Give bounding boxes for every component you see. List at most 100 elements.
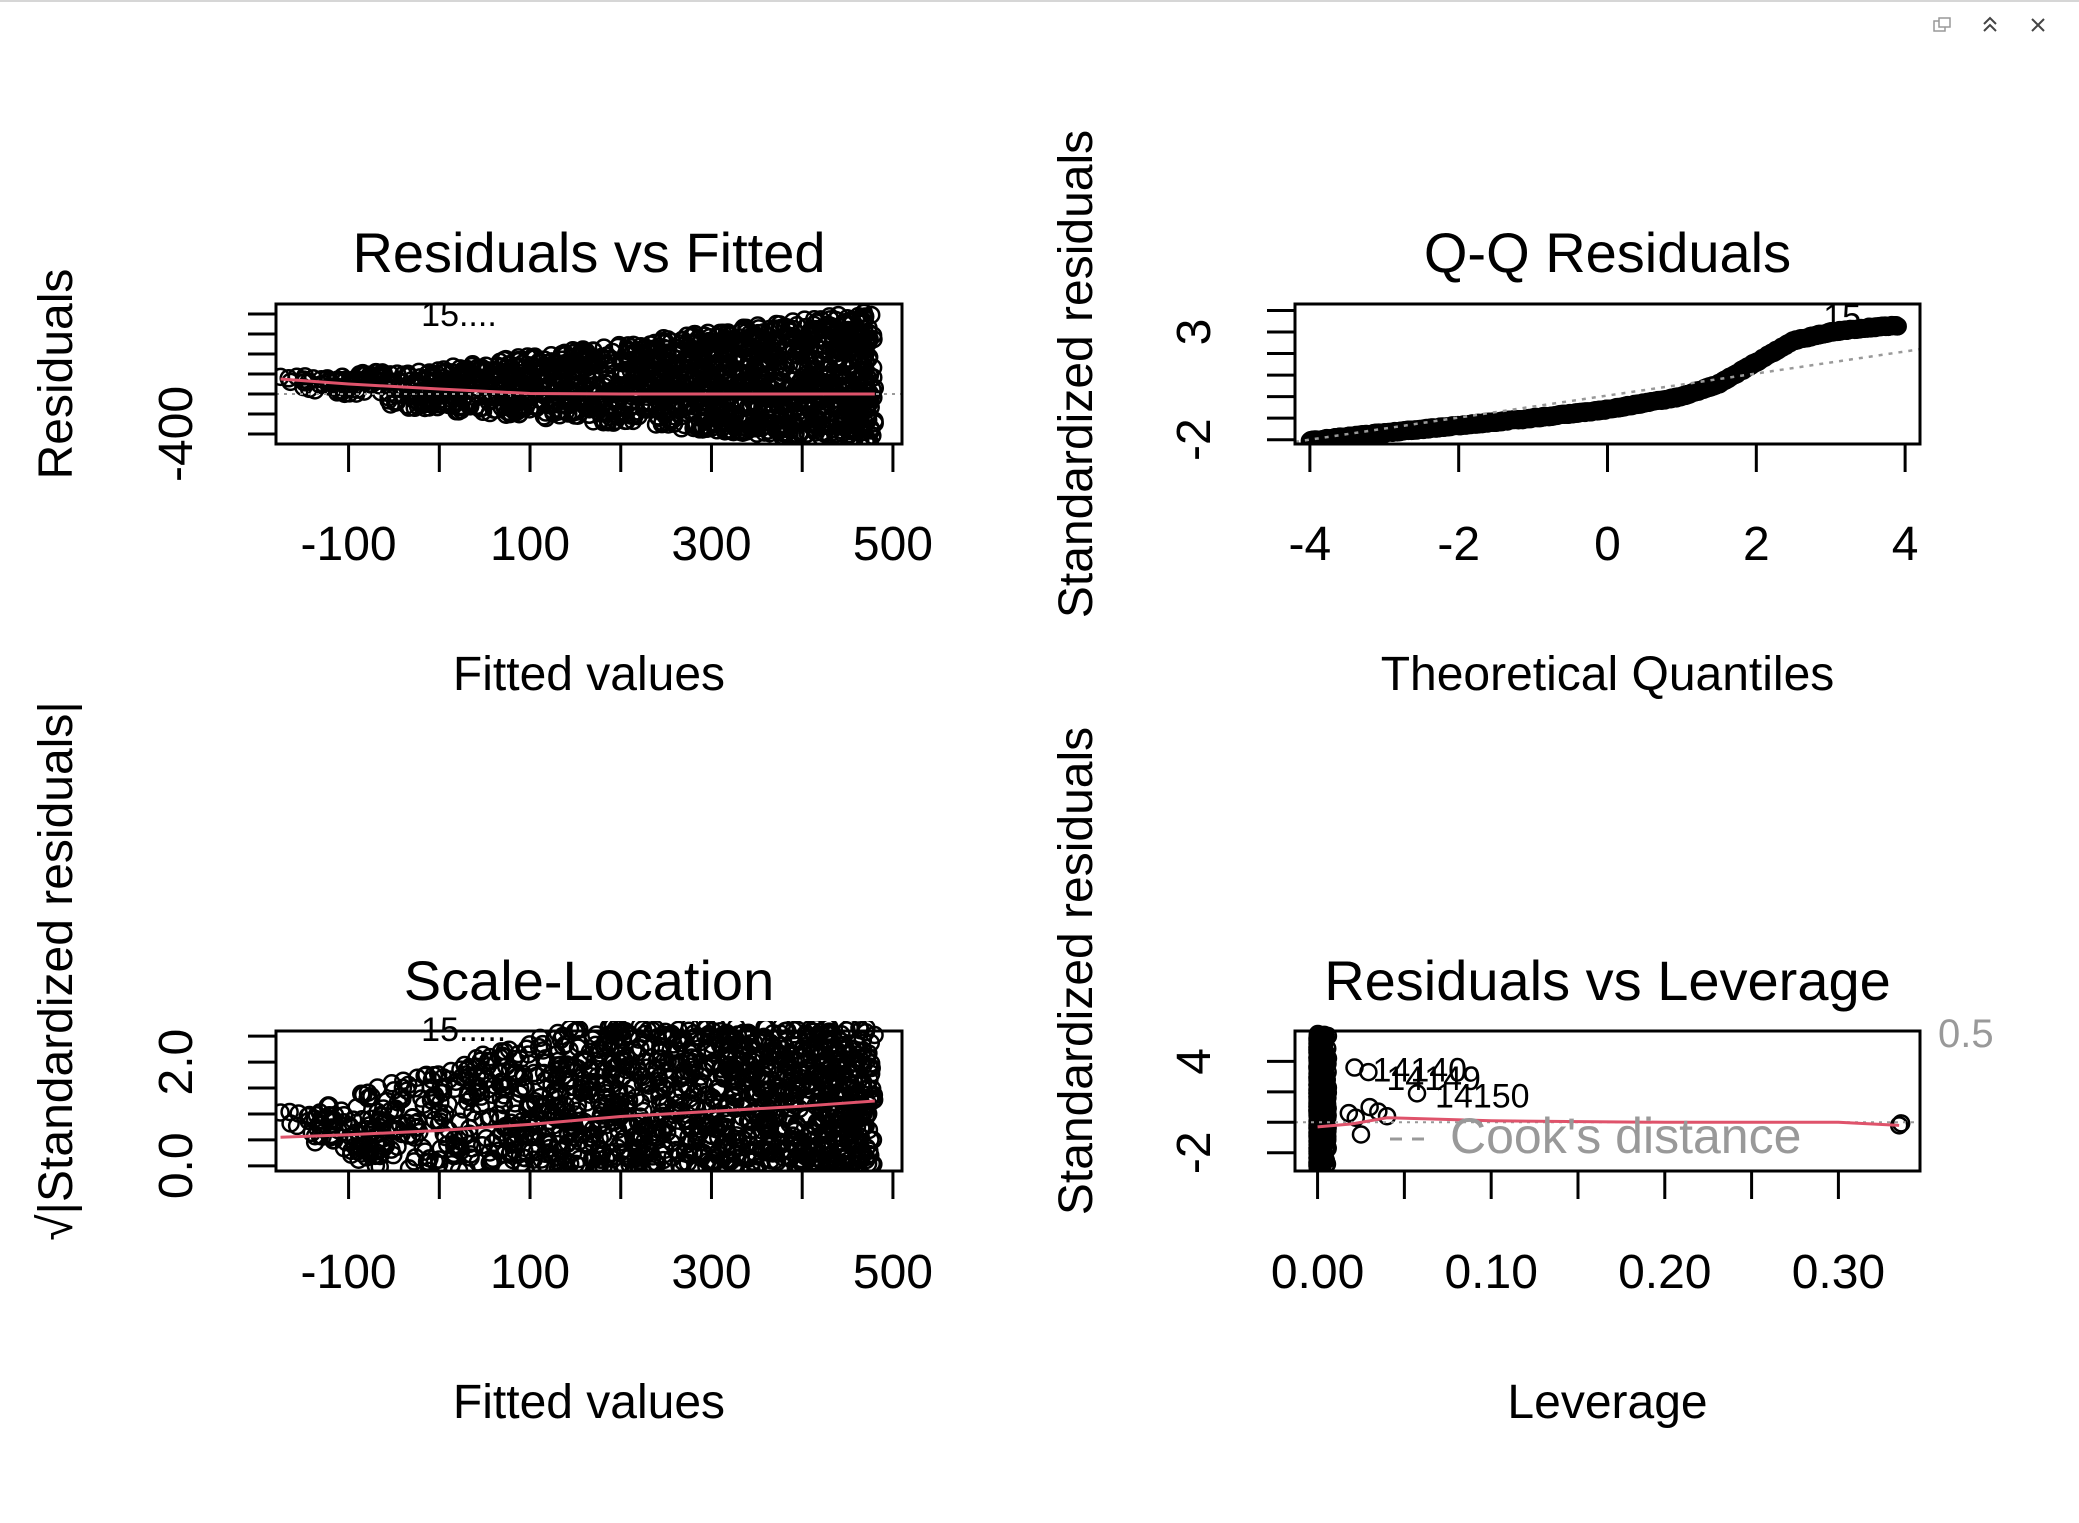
data-point — [334, 1105, 354, 1125]
data-point — [634, 397, 654, 416]
popout-icon[interactable] — [1931, 14, 1953, 36]
data-point — [738, 1046, 757, 1065]
data-point — [433, 1107, 452, 1127]
data-point — [1351, 1125, 1371, 1144]
data-point — [658, 330, 678, 349]
data-point — [723, 422, 742, 442]
data-point — [369, 371, 388, 391]
data-point — [812, 422, 832, 442]
chart-title: Residuals vs Fitted — [352, 221, 825, 284]
data-point — [493, 1046, 512, 1065]
collapse-icon[interactable] — [1979, 14, 2001, 36]
data-point — [477, 1129, 496, 1148]
data-point — [714, 1066, 734, 1085]
data-point — [589, 402, 608, 421]
outlier-label: 15.... — [421, 296, 497, 334]
data-point — [608, 1138, 627, 1158]
data-point — [644, 1157, 663, 1171]
data-point — [754, 395, 773, 415]
data-point — [833, 424, 852, 443]
x-tick-label: 0.30 — [1792, 1246, 1885, 1299]
data-point — [725, 1088, 744, 1107]
data-point — [1308, 1095, 1327, 1115]
data-point — [779, 319, 799, 339]
x-tick-label: 0 — [1594, 518, 1621, 571]
data-point — [682, 1048, 701, 1067]
data-point — [561, 1069, 580, 1088]
data-point — [446, 371, 466, 390]
x-tick-label: -4 — [1289, 518, 1332, 571]
y-tick-label: -2 — [1168, 1131, 1221, 1174]
data-point — [431, 386, 451, 405]
data-point — [718, 323, 738, 342]
x-tick-label: -2 — [1437, 518, 1480, 571]
data-point — [553, 1026, 573, 1046]
data-point — [491, 1089, 511, 1109]
data-point — [744, 339, 764, 358]
data-point — [609, 1081, 629, 1100]
y-tick-label: -400 — [150, 386, 203, 482]
data-point — [622, 386, 641, 406]
data-point — [1312, 1058, 1332, 1077]
data-point — [639, 1076, 659, 1095]
data-point — [509, 350, 528, 370]
data-point — [522, 1142, 541, 1161]
data-point — [358, 1089, 377, 1108]
data-point — [755, 1056, 775, 1076]
x-tick-label: 0.20 — [1618, 1246, 1711, 1299]
data-point — [365, 1145, 384, 1165]
chart-title: Q-Q Residuals — [1424, 221, 1791, 284]
data-point — [787, 1116, 807, 1135]
data-point — [458, 1083, 478, 1103]
data-point — [587, 1025, 606, 1044]
data-point — [788, 409, 808, 428]
data-point — [320, 1096, 339, 1116]
data-point — [544, 357, 563, 376]
data-point — [755, 335, 775, 354]
x-tick-label: -100 — [301, 1246, 397, 1299]
x-tick-label: 100 — [490, 518, 570, 571]
data-point — [620, 1117, 640, 1137]
data-point — [374, 1129, 394, 1148]
data-point — [459, 361, 478, 380]
data-point — [862, 1154, 881, 1171]
data-point — [837, 403, 856, 422]
data-point — [807, 1112, 827, 1132]
data-point — [747, 1157, 766, 1171]
data-point — [789, 356, 808, 375]
data-point — [829, 1036, 848, 1055]
data-point — [289, 1104, 308, 1123]
close-icon[interactable] — [2027, 14, 2049, 36]
data-point — [557, 1056, 576, 1076]
data-point — [1888, 317, 1907, 336]
data-point — [792, 1048, 812, 1067]
outlier-label: 14150 — [1435, 1077, 1530, 1115]
data-point — [325, 1105, 345, 1125]
data-point — [760, 1124, 780, 1144]
data-point — [737, 318, 756, 338]
data-point — [598, 349, 617, 368]
data-point — [720, 332, 739, 351]
x-axis-label: Leverage — [1507, 1376, 1707, 1429]
data-point — [434, 360, 453, 379]
data-point — [653, 388, 673, 408]
chart-title: Residuals vs Leverage — [1324, 949, 1891, 1012]
x-tick-label: 0.10 — [1444, 1246, 1537, 1299]
data-point — [669, 344, 689, 363]
data-point — [414, 1095, 433, 1114]
data-point — [820, 1159, 840, 1171]
data-point — [596, 1148, 616, 1168]
data-point — [818, 365, 838, 385]
data-point — [848, 348, 868, 368]
data-point — [688, 1160, 708, 1171]
data-point — [829, 364, 848, 384]
data-point — [280, 1102, 299, 1122]
data-point — [794, 1142, 814, 1162]
data-point — [849, 360, 868, 380]
data-point — [434, 1124, 454, 1144]
data-point — [736, 1073, 755, 1093]
data-point — [636, 1137, 655, 1157]
smooth-line — [280, 1099, 875, 1139]
